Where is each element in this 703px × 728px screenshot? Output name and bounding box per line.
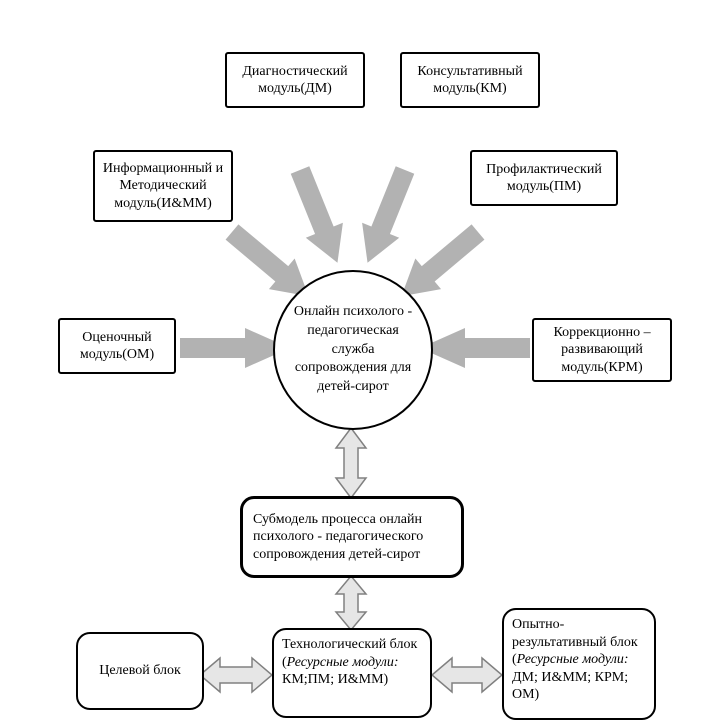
result-italic: Ресурсные модули: (517, 652, 629, 667)
result-block-text: Опытно-результативный блок (Ресурсные мо… (512, 616, 646, 704)
tech-block-text: Технологический блок (Ресурсные модули: … (282, 636, 422, 689)
diagram-canvas: Диагностический модуль(ДМ) Консультативн… (0, 0, 703, 728)
arrow-km (349, 163, 424, 271)
node-pm: Профилактический модуль(ПМ) (470, 150, 618, 206)
node-imm: Информационный и Методический модуль(И&М… (93, 150, 233, 222)
result-suffix: ДМ; И&ММ; КРМ; ОМ) (512, 670, 628, 703)
node-krm: Коррекционно – развивающий модуль(КРМ) (532, 318, 672, 382)
node-dm: Диагностический модуль(ДМ) (225, 52, 365, 108)
arrow-center-submodel (336, 428, 366, 498)
arrow-tech-result (432, 658, 502, 692)
arrow-submodel-tech (336, 576, 366, 630)
node-result-block: Опытно-результативный блок (Ресурсные мо… (502, 608, 656, 720)
node-center: Онлайн психолого - педагогическая служба… (273, 270, 433, 430)
node-km: Консультативный модуль(КМ) (400, 52, 540, 108)
node-tech-block: Технологический блок (Ресурсные модули: … (272, 628, 432, 718)
arrow-target-tech (200, 658, 272, 692)
node-submodel: Субмодель процесса онлайн психолого - пе… (240, 496, 464, 578)
tech-italic: Ресурсные модули: (287, 655, 399, 670)
arrow-dm (281, 163, 356, 271)
tech-suffix: КМ;ПМ; И&ММ) (282, 672, 388, 687)
node-target-block: Целевой блок (76, 632, 204, 710)
arrow-krm (420, 328, 530, 368)
node-om: Оценочный модуль(ОМ) (58, 318, 176, 374)
